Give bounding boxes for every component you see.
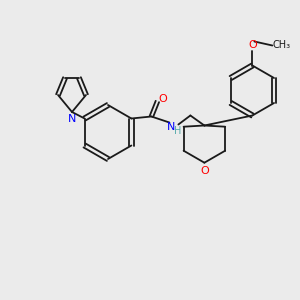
Text: N: N: [68, 114, 76, 124]
Text: O: O: [158, 94, 167, 103]
Text: O: O: [200, 166, 209, 176]
Text: CH₃: CH₃: [272, 40, 290, 50]
Text: O: O: [248, 40, 257, 50]
Text: N: N: [167, 122, 176, 131]
Text: H: H: [174, 127, 181, 136]
